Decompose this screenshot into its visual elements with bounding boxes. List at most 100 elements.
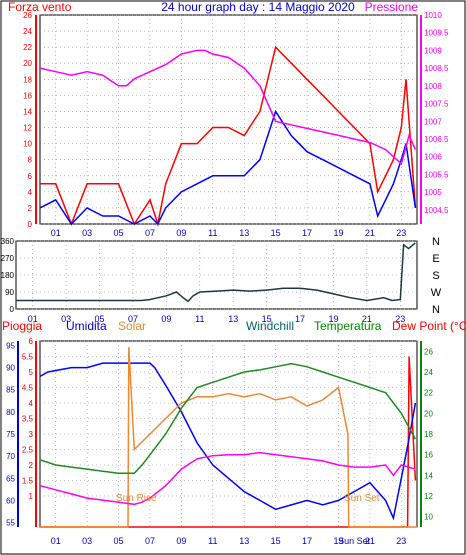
panel2-x-ticks: 01 03 05 07 09 11 13 15 17 19 21 23	[28, 314, 406, 324]
humidity-tick-label: 85	[6, 386, 15, 395]
rain-tick-label: 3.5	[22, 415, 34, 424]
temp-tick-label: 20	[424, 409, 433, 418]
rain-tick-label: 4.5	[22, 384, 34, 393]
legend-solar: Solar	[118, 319, 146, 333]
panel1-left-axis-label: Forza vento	[8, 0, 72, 14]
right-tick-label: 1006.5	[424, 135, 449, 144]
series-line-pressione	[39, 49, 417, 166]
left-tick-label: 8	[28, 156, 33, 165]
compass-label: N	[432, 304, 440, 316]
temp-tick-label: 10	[424, 513, 433, 522]
rain-tick-label: 2	[29, 461, 34, 470]
compass-label: N	[432, 236, 440, 248]
x-tick-label: 01	[28, 314, 38, 324]
x-tick-label: 01	[51, 536, 61, 546]
x-tick-label: 13	[228, 314, 238, 324]
x-tick-label: 23	[396, 228, 406, 238]
panel1-plot-frame	[39, 14, 418, 225]
compass-label: S	[432, 270, 439, 282]
x-tick-label: 13	[239, 536, 249, 546]
x-tick-label: 19	[333, 228, 343, 238]
rain-tick-label: 2.5	[22, 446, 34, 455]
panel3-rain-ticks: 1 1.5 2 2.5 3 3.5 4 4.5 5 5.5 6	[22, 337, 34, 501]
temp-tick-label: 12	[424, 492, 433, 501]
panel1-series	[39, 45, 417, 227]
temp-tick-label: 22	[424, 389, 433, 398]
x-tick-label: 05	[114, 536, 124, 546]
x-tick-label: 07	[128, 314, 138, 324]
left-tick-label: 180	[1, 271, 15, 280]
x-tick-label: 11	[208, 536, 217, 546]
rain-tick-label: 1.5	[22, 477, 34, 486]
x-tick-label: 07	[145, 228, 155, 238]
x-tick-label: 13	[239, 228, 249, 238]
rain-tick-label: 6	[29, 337, 34, 346]
right-tick-label: 1008	[424, 82, 442, 91]
rain-tick-label: 5	[29, 368, 34, 377]
left-tick-label: 4	[28, 188, 33, 197]
panel3-temp-ticks: 10 12 14 16 18 20 22 24 26	[424, 347, 433, 521]
x-tick-label: 05	[95, 314, 105, 324]
humidity-tick-label: 75	[6, 430, 15, 439]
series-line-temperatura	[39, 362, 417, 475]
x-tick-label: 05	[114, 228, 124, 238]
right-tick-label: 1004.5	[424, 206, 449, 215]
x-tick-label: 01	[51, 228, 61, 238]
humidity-tick-label: 60	[6, 496, 15, 505]
panel3-grid	[40, 340, 417, 527]
x-tick-label: 17	[302, 228, 312, 238]
x-tick-label: 21	[365, 536, 375, 546]
humidity-tick-label: 80	[6, 408, 15, 417]
x-tick-label: 17	[302, 536, 312, 546]
x-tick-label: 23	[395, 314, 405, 324]
panel1-x-ticks: 01 03 05 07 09 11 13 15 17 19 21 23	[51, 228, 407, 238]
left-tick-label: 20	[23, 59, 32, 68]
panel2-series	[16, 242, 416, 303]
annotation-sun-rise: Sun Rise	[116, 493, 157, 504]
series-line-forza-vento	[40, 45, 417, 227]
left-tick-label: 0	[10, 305, 15, 314]
x-tick-label: 23	[396, 536, 406, 546]
x-tick-label: 09	[176, 228, 186, 238]
x-tick-label: 19	[333, 536, 343, 546]
panel3-humidity-ticks: 55 60 65 70 75 80 85 90 95	[6, 341, 15, 527]
x-tick-label: 11	[208, 228, 217, 238]
left-tick-label: 270	[1, 254, 15, 263]
left-tick-label: 0	[28, 220, 33, 229]
right-tick-label: 1007.5	[424, 100, 449, 109]
humidity-tick-label: 55	[6, 519, 15, 528]
series-line-raffica	[39, 109, 417, 226]
temp-tick-label: 26	[424, 347, 433, 356]
legend-dew-point: Dew Point (°C)	[392, 319, 466, 333]
temp-tick-label: 14	[424, 471, 433, 480]
x-tick-label: 07	[145, 536, 155, 546]
left-tick-label: 18	[23, 75, 32, 84]
right-tick-label: 1008.5	[424, 64, 449, 73]
left-tick-label: 10	[23, 140, 32, 149]
x-tick-label: 09	[161, 314, 171, 324]
left-tick-label: 16	[23, 91, 32, 100]
legend-umidita: Umidita	[66, 319, 107, 333]
rain-tick-label: 4	[29, 399, 34, 408]
x-tick-label: 03	[82, 228, 92, 238]
compass-label: W	[431, 287, 442, 299]
legend-temperatura: Temperatura	[314, 319, 382, 333]
humidity-tick-label: 65	[6, 474, 15, 483]
legend-windchill: Windchill	[246, 319, 294, 333]
right-tick-label: 1005	[424, 188, 442, 197]
left-tick-label: 6	[28, 172, 33, 181]
left-tick-label: 24	[23, 27, 32, 36]
x-tick-label: 15	[271, 536, 281, 546]
x-tick-label: 15	[271, 228, 281, 238]
right-tick-label: 1005.5	[424, 170, 449, 179]
legend-pioggia: Pioggia	[2, 319, 42, 333]
right-tick-label: 1007	[424, 117, 442, 126]
rain-tick-label: 1	[29, 492, 34, 501]
panel3-series	[39, 347, 417, 528]
x-tick-label: 17	[295, 314, 305, 324]
left-tick-label: 90	[5, 288, 14, 297]
panel1-grid	[40, 14, 417, 225]
